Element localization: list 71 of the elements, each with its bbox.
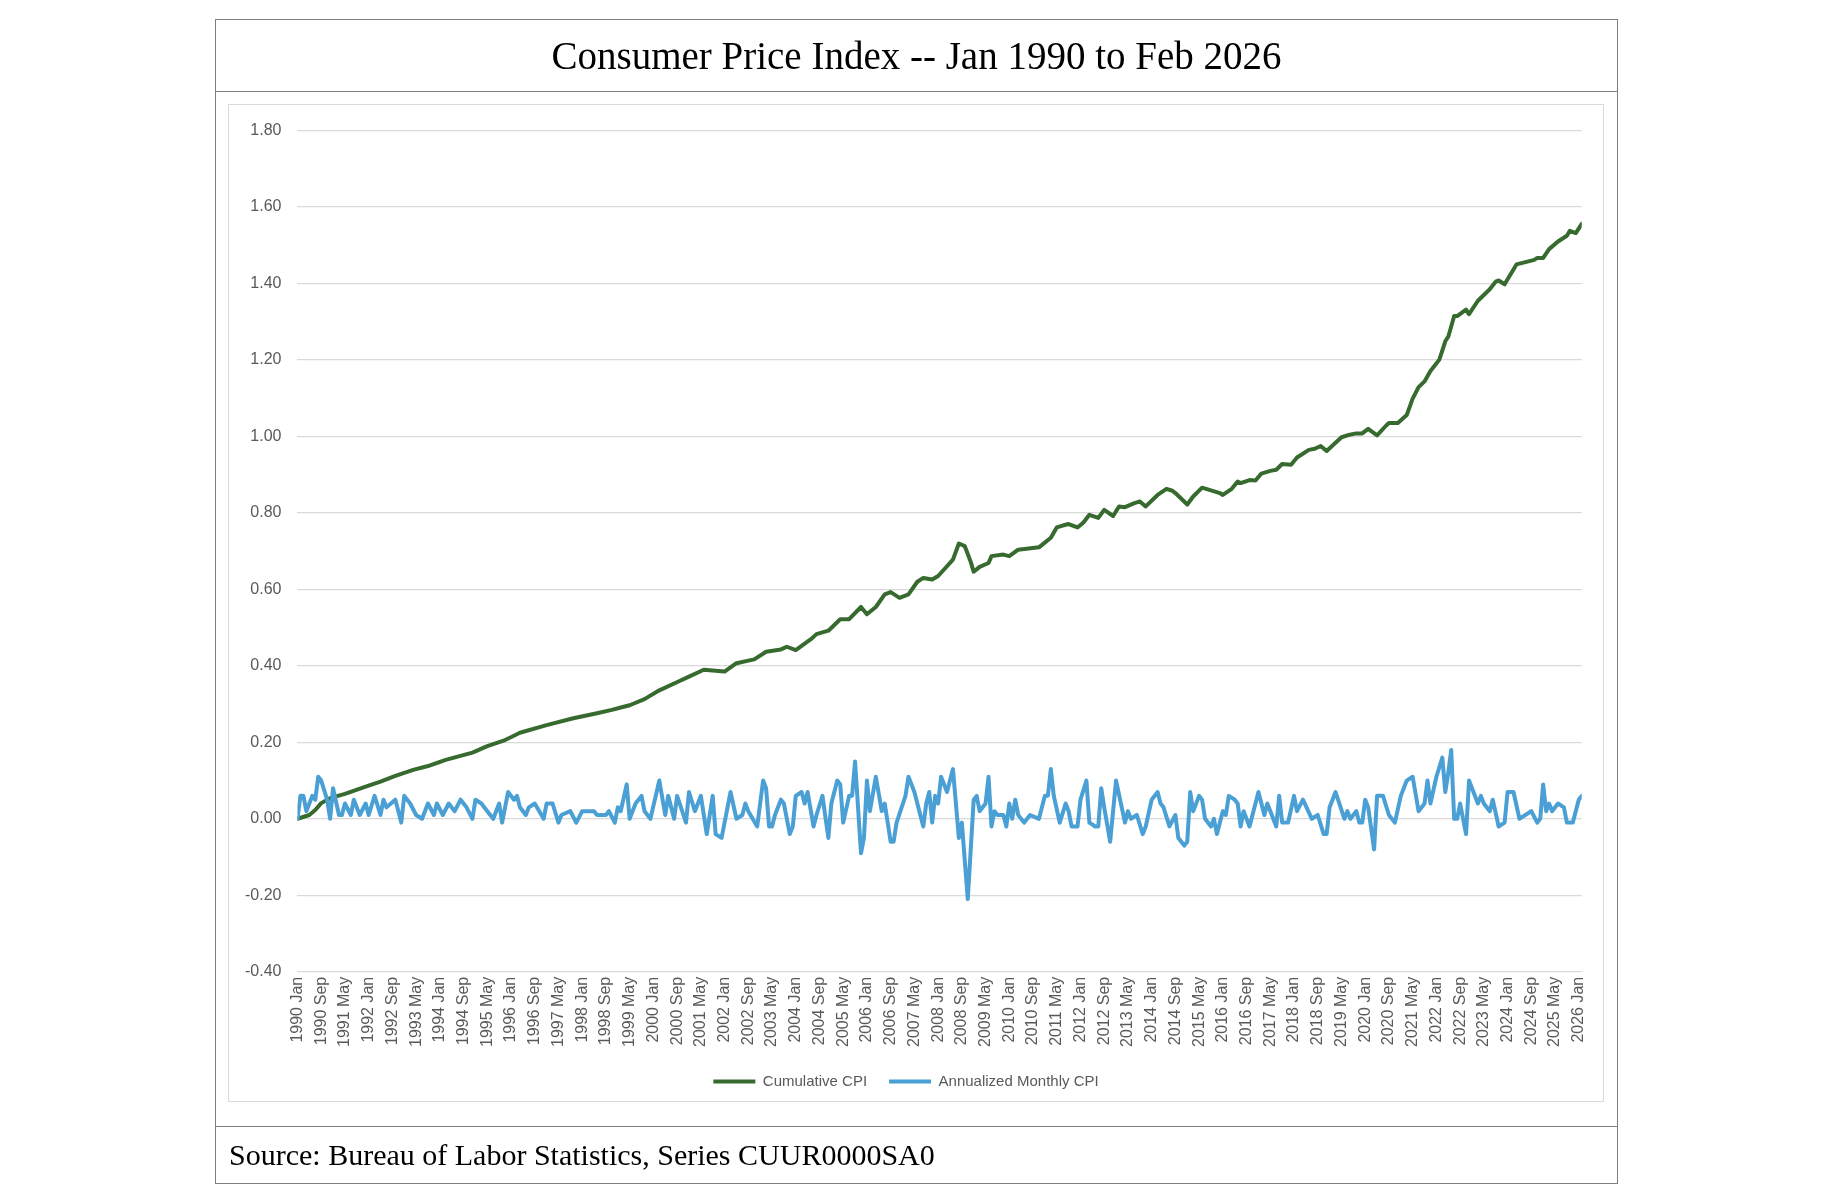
x-tick-label: 2024 Sep [1521, 976, 1539, 1046]
x-tick-label: 2018 Jan [1284, 976, 1302, 1043]
chart-title: Consumer Price Index -- Jan 1990 to Feb 2026 [216, 20, 1617, 92]
x-tick-label: 2005 May [833, 976, 851, 1047]
x-tick-label: 2018 Sep [1308, 976, 1326, 1046]
x-tick-label: 1996 Sep [525, 976, 543, 1046]
x-tick-label: 1995 May [477, 976, 495, 1047]
x-tick-label: 2026 Jan [1569, 976, 1587, 1043]
y-tick-label: 1.00 [250, 426, 282, 444]
x-tick-label: 2014 Jan [1142, 976, 1160, 1043]
y-tick-label: 1.60 [250, 197, 282, 215]
x-tick-label: 2025 May [1545, 976, 1563, 1047]
y-tick-label: 1.40 [250, 273, 282, 291]
x-tick-label: 1992 Jan [359, 976, 377, 1043]
x-tick-label: 1992 Sep [382, 976, 400, 1046]
x-tick-label: 2010 Sep [1023, 976, 1041, 1046]
x-tick-label: 1996 Jan [501, 976, 519, 1043]
y-tick-label: 1.20 [250, 350, 282, 368]
x-tick-label: 1990 Jan [287, 976, 305, 1043]
x-tick-label: 2011 May [1047, 976, 1065, 1046]
x-tick-label: 2008 Sep [952, 976, 970, 1046]
x-tick-label: 2021 May [1403, 976, 1421, 1047]
x-tick-label: 2007 May [904, 976, 922, 1047]
x-tick-label: 2010 Jan [999, 976, 1017, 1043]
x-tick-label: 2009 May [975, 976, 993, 1047]
legend-label: Cumulative CPI [762, 1071, 868, 1089]
x-tick-label: 2020 Sep [1379, 976, 1397, 1046]
x-tick-label: 2022 Sep [1450, 976, 1468, 1046]
x-tick-label: 2016 Sep [1236, 976, 1254, 1046]
x-tick-label: 2015 May [1189, 976, 1207, 1047]
x-tick-label: 2024 Jan [1497, 976, 1515, 1043]
x-tick-label: 2022 Jan [1426, 976, 1444, 1043]
x-tick-label: 2002 Jan [714, 976, 732, 1043]
y-tick-label: -0.40 [245, 962, 282, 980]
y-tick-label: 0.00 [250, 809, 282, 827]
x-tick-label: 1994 Sep [453, 976, 471, 1046]
x-tick-label: 2006 Jan [857, 976, 875, 1043]
x-tick-label: 1999 May [620, 976, 638, 1047]
x-tick-label: 2002 Sep [738, 976, 756, 1046]
x-tick-label: 1990 Sep [311, 976, 329, 1046]
x-tick-label: 1997 May [548, 976, 566, 1047]
x-tick-label: 2008 Jan [928, 976, 946, 1043]
x-tick-label: 1994 Jan [430, 976, 448, 1043]
x-tick-label: 2014 Sep [1165, 976, 1183, 1046]
x-tick-label: 2016 Jan [1213, 976, 1231, 1043]
x-tick-label: 2001 May [691, 976, 709, 1047]
y-tick-label: 0.80 [250, 503, 282, 521]
x-tick-label: 1998 Jan [572, 976, 590, 1043]
x-tick-label: 1993 May [406, 976, 424, 1047]
x-tick-label: 2012 Jan [1070, 976, 1088, 1043]
x-tick-label: 2004 Sep [809, 976, 827, 1046]
x-tick-label: 2003 May [762, 976, 780, 1047]
y-tick-label: 0.40 [250, 656, 282, 674]
x-tick-label: 2000 Jan [643, 976, 661, 1043]
x-tick-label: 1991 May [335, 976, 353, 1047]
legend-label: Annualized Monthly CPI [938, 1071, 1099, 1089]
x-tick-label: 2020 Jan [1355, 976, 1373, 1043]
x-tick-label: 2017 May [1260, 976, 1278, 1047]
y-tick-label: -0.20 [245, 885, 282, 903]
x-tick-label: 2012 Sep [1094, 976, 1112, 1046]
x-tick-label: 2004 Jan [786, 976, 804, 1043]
y-tick-label: 0.60 [250, 579, 282, 597]
source-note: Source: Bureau of Labor Statistics, Series CUUR0000SA0 [229, 1138, 936, 1172]
y-tick-label: 0.20 [250, 732, 282, 750]
x-tick-label: 2006 Sep [881, 976, 899, 1046]
x-tick-label: 1998 Sep [596, 976, 614, 1046]
x-tick-label: 2019 May [1331, 976, 1349, 1047]
x-tick-label: 2000 Sep [667, 976, 685, 1046]
y-tick-label: 1.80 [250, 121, 282, 139]
x-tick-label: 2013 May [1118, 976, 1136, 1047]
x-tick-label: 2023 May [1474, 976, 1492, 1047]
